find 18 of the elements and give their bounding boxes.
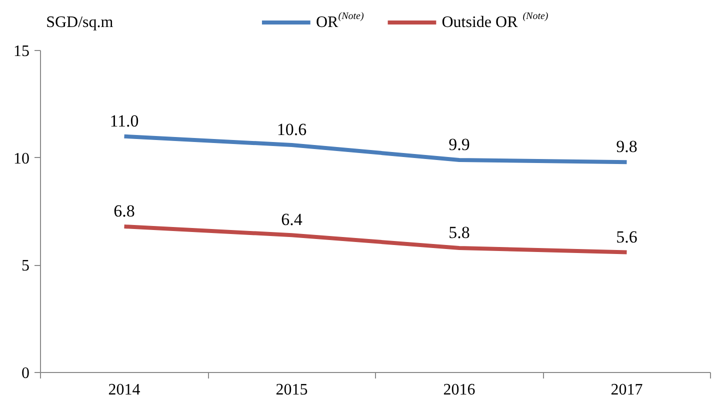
data-label: 11.0	[110, 111, 139, 130]
data-label: 5.8	[448, 222, 470, 242]
y-tick-label: 0	[22, 365, 30, 382]
data-label: 6.8	[114, 202, 135, 221]
y-axis-title: SGD/sq.m	[46, 14, 114, 31]
legend-label: Outside OR(Note)	[442, 11, 549, 31]
x-tick-label: 2016	[443, 382, 476, 398]
y-tick-label: 10	[14, 150, 30, 168]
data-label: 5.6	[616, 227, 638, 246]
data-label: 9.8	[616, 137, 638, 156]
data-label: 6.4	[281, 210, 303, 230]
data-label: 10.6	[276, 120, 307, 139]
x-tick-label: 2014	[108, 382, 140, 398]
y-tick-label: 5	[22, 258, 30, 275]
data-label: 9.9	[448, 134, 470, 154]
x-tick-label: 2015	[276, 382, 308, 398]
x-tick-label: 2017	[610, 382, 643, 398]
y-tick-label: 15	[14, 43, 30, 60]
